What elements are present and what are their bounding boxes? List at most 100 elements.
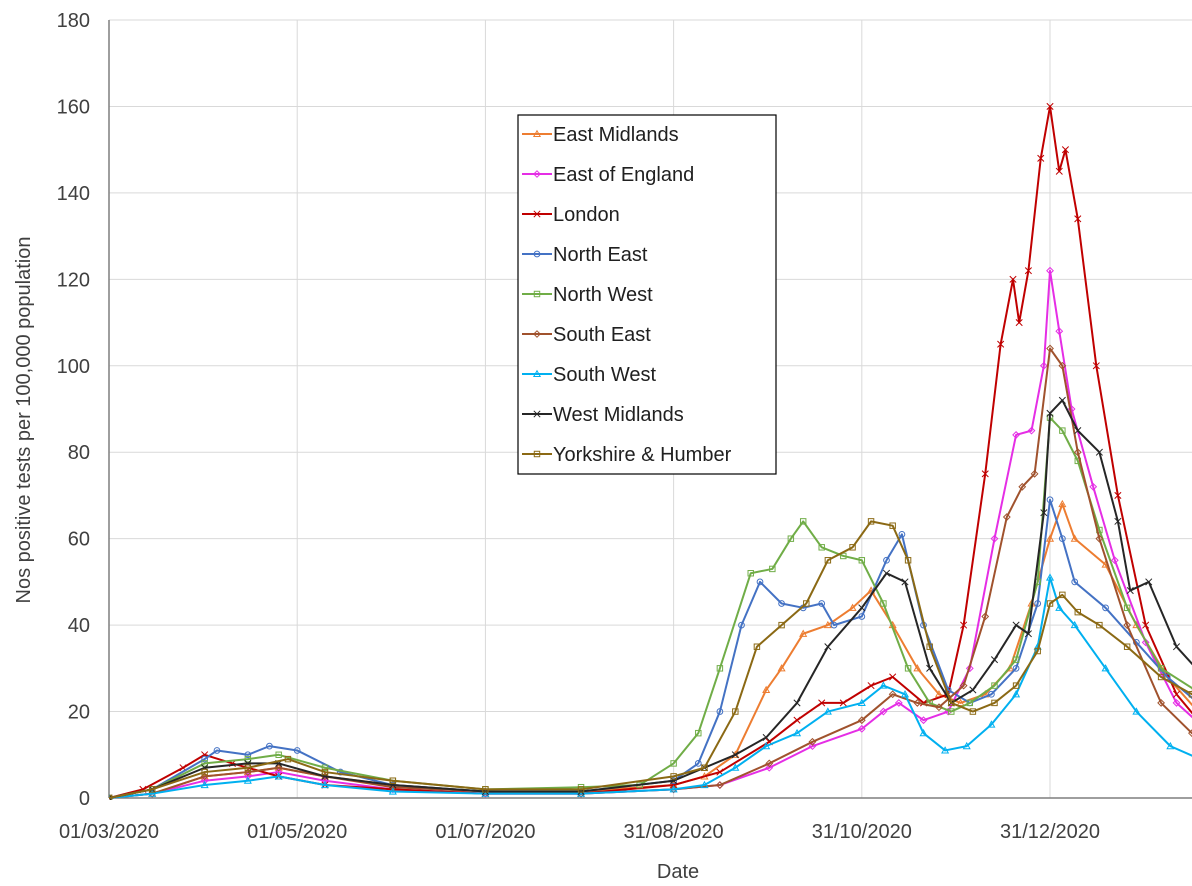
data-point bbox=[1074, 427, 1082, 435]
y-tick-label: 120 bbox=[57, 269, 90, 291]
series-east-of-england bbox=[109, 266, 1192, 800]
y-tick-label: 40 bbox=[68, 615, 90, 637]
data-point bbox=[765, 759, 774, 768]
data-point bbox=[388, 787, 397, 795]
data-point bbox=[756, 578, 764, 586]
data-point bbox=[716, 665, 724, 672]
data-point bbox=[889, 673, 897, 681]
data-point bbox=[200, 772, 209, 781]
data-point bbox=[1073, 448, 1082, 457]
data-point bbox=[799, 518, 807, 525]
y-tick-label: 100 bbox=[57, 356, 90, 378]
data-point bbox=[858, 613, 866, 620]
data-point bbox=[803, 600, 810, 607]
data-point bbox=[1157, 673, 1165, 681]
data-point bbox=[901, 578, 909, 586]
data-point bbox=[960, 621, 968, 629]
data-point bbox=[1012, 664, 1020, 672]
data-point bbox=[1034, 647, 1041, 655]
legend-marker bbox=[533, 330, 541, 338]
data-point bbox=[824, 557, 832, 564]
data-point bbox=[879, 681, 888, 689]
data-point bbox=[762, 733, 770, 742]
data-point bbox=[1061, 146, 1069, 154]
data-point bbox=[956, 698, 965, 706]
data-point bbox=[857, 698, 866, 706]
data-point bbox=[1172, 690, 1181, 698]
legend: East Midlands East of England London North … bbox=[517, 114, 777, 475]
data-point bbox=[753, 643, 761, 650]
data-point bbox=[948, 699, 955, 707]
data-point bbox=[731, 751, 739, 759]
data-point bbox=[1157, 665, 1165, 672]
data-point bbox=[818, 699, 826, 707]
data-point bbox=[904, 665, 912, 672]
data-point bbox=[244, 759, 252, 767]
legend-label: South East bbox=[553, 324, 651, 346]
data-point bbox=[762, 741, 771, 750]
data-point bbox=[1058, 361, 1067, 370]
series-south-west bbox=[109, 573, 1192, 800]
data-point bbox=[1058, 396, 1066, 404]
data-point bbox=[1045, 534, 1055, 542]
data-point bbox=[695, 729, 702, 737]
data-point bbox=[274, 763, 283, 772]
legend-marker bbox=[532, 129, 542, 138]
data-point bbox=[965, 664, 974, 673]
data-point bbox=[201, 768, 208, 776]
data-point bbox=[823, 707, 832, 715]
x-tick-label: 01/03/2020 bbox=[59, 821, 159, 843]
data-point bbox=[109, 794, 113, 800]
data-point bbox=[830, 621, 838, 629]
data-point bbox=[669, 785, 678, 793]
data-point bbox=[1092, 362, 1100, 370]
data-point bbox=[201, 764, 209, 772]
series-lines bbox=[109, 102, 1192, 800]
data-point bbox=[848, 603, 857, 611]
data-point bbox=[1027, 426, 1036, 435]
data-point bbox=[867, 518, 875, 525]
data-point bbox=[320, 780, 330, 789]
data-point bbox=[1132, 707, 1141, 715]
data-point bbox=[1046, 496, 1054, 504]
legend-entry: Yorkshire & Humber bbox=[522, 444, 732, 466]
data-point bbox=[808, 742, 817, 751]
data-point bbox=[818, 544, 825, 551]
series-line bbox=[109, 498, 1192, 799]
data-point bbox=[900, 690, 910, 698]
y-tick-label: 60 bbox=[68, 529, 90, 551]
data-point bbox=[1123, 604, 1131, 612]
legend-box bbox=[517, 114, 777, 475]
data-point bbox=[1089, 482, 1098, 491]
data-point bbox=[991, 699, 998, 707]
legend-label: London bbox=[553, 204, 620, 226]
data-point bbox=[1074, 215, 1082, 223]
data-point bbox=[670, 773, 677, 780]
data-point bbox=[1046, 102, 1054, 110]
data-point bbox=[988, 690, 995, 698]
data-point bbox=[1045, 573, 1055, 581]
data-point bbox=[966, 699, 974, 707]
data-point bbox=[1012, 690, 1021, 698]
y-tick-label: 20 bbox=[68, 702, 90, 724]
y-tick-label: 180 bbox=[57, 10, 90, 32]
data-point bbox=[148, 789, 157, 797]
data-point bbox=[1102, 604, 1109, 612]
data-point bbox=[731, 763, 740, 771]
x-axis-title: Date bbox=[657, 861, 699, 881]
data-point bbox=[823, 620, 832, 629]
data-point bbox=[889, 522, 896, 529]
data-point bbox=[962, 741, 971, 750]
x-tick-label: 01/07/2020 bbox=[435, 821, 535, 843]
data-point bbox=[321, 768, 329, 776]
data-point bbox=[1040, 509, 1048, 517]
data-point bbox=[201, 760, 208, 767]
legend-entry: East Midlands bbox=[522, 124, 679, 146]
data-point bbox=[987, 720, 996, 728]
data-point bbox=[919, 716, 928, 725]
data-point bbox=[670, 760, 677, 767]
legend-label: East Midlands bbox=[553, 124, 679, 146]
data-point bbox=[1012, 682, 1020, 689]
